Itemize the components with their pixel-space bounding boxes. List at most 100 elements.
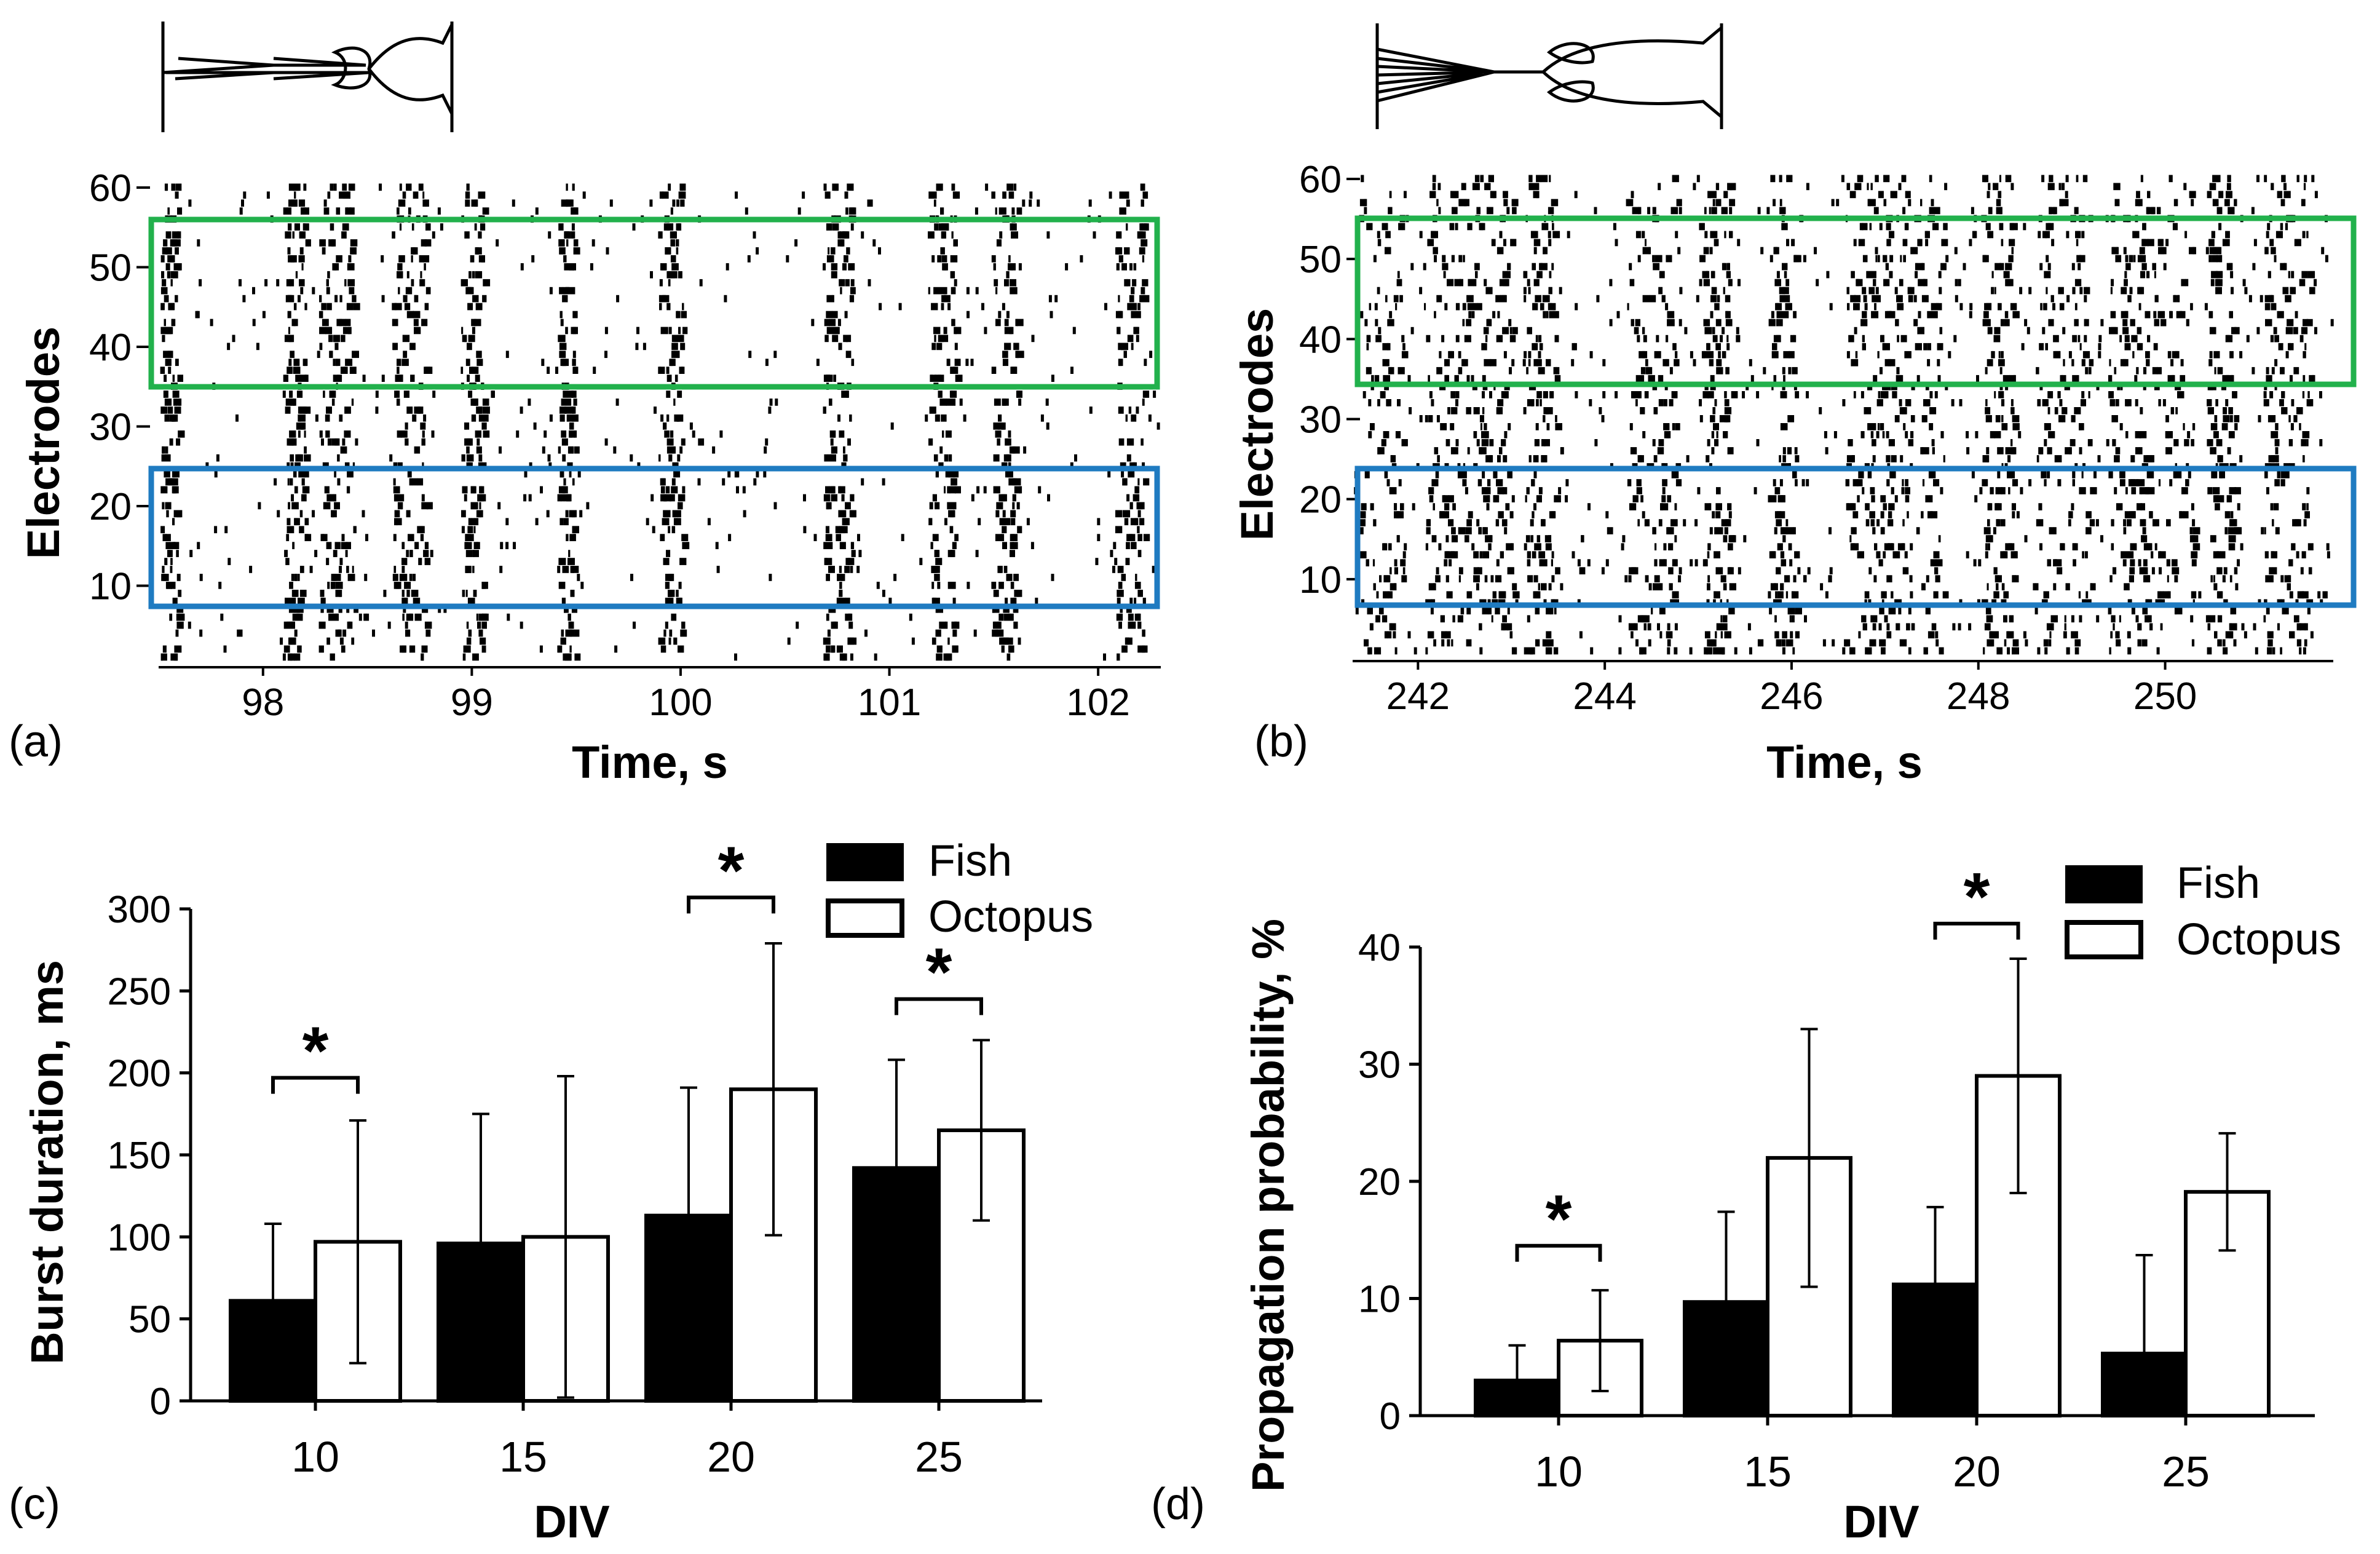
spike-mark [1451,407,1458,414]
spike-mark [2028,479,2032,486]
spike-mark [1129,597,1133,605]
spike-mark [1445,631,1451,639]
spike-mark [727,470,731,478]
spike-mark [2307,543,2314,550]
spike-mark [2303,647,2306,655]
spike-mark [2225,399,2229,406]
spike-mark [1609,319,1613,327]
spike-mark [171,478,178,486]
spike-mark [1444,559,1448,566]
spike-mark [2267,271,2271,279]
spike-mark [301,494,307,502]
spike-mark [1389,487,1397,494]
fish-bar [437,1242,525,1403]
spike-mark [440,223,443,231]
spike-mark [2064,615,2066,623]
spike-mark [1760,247,1764,255]
spike-mark [168,367,172,374]
spike-mark [305,239,309,247]
spike-mark [2047,391,2054,398]
spike-mark [177,613,185,621]
spike-mark [167,406,173,414]
spike-mark [826,574,830,581]
spike-mark [1524,295,1527,303]
spike-mark [1638,207,1642,215]
spike-mark [2192,527,2200,534]
spike-mark [1667,647,1670,655]
spike-mark [392,574,398,581]
spike-mark [2282,607,2289,615]
spike-mark [235,414,239,422]
spike-mark [379,183,382,191]
spike-mark [1715,199,1722,207]
spike-mark [1868,287,1875,295]
spike-mark [1858,631,1861,639]
spike-mark [1131,343,1134,351]
spike-mark [1551,559,1553,566]
spike-mark [237,629,240,637]
spike-mark [666,438,672,446]
spike-mark [2111,415,2118,422]
spike-mark [1637,615,1643,623]
spike-mark [1530,647,1533,655]
spike-mark [2074,647,2079,655]
spike-mark [1943,223,1948,231]
spike-mark [2190,303,2193,311]
spike-mark [1856,479,1863,486]
spike-mark [1426,335,1431,343]
spike-mark [1749,359,1752,367]
spike-mark [1722,327,1725,335]
spike-mark [283,621,288,629]
spike-mark [2109,399,2116,406]
spike-mark [1940,487,1943,494]
spike-mark [1998,199,2001,207]
spike-mark [2023,631,2026,639]
spike-mark [1693,359,1696,367]
spike-mark [2325,255,2328,263]
spike-mark [1398,479,1402,486]
spike-mark [2291,543,2296,550]
spike-mark [1929,423,1934,430]
x-tick-label: 102 [1066,681,1129,724]
spike-mark [1143,478,1150,486]
spike-mark [1530,535,1533,542]
spike-mark [1479,647,1483,655]
spike-mark [2020,487,2023,494]
spike-mark [326,303,332,311]
spike-mark [344,430,351,438]
spike-mark [2135,399,2138,406]
spike-mark [420,422,426,430]
spike-mark [1141,199,1144,207]
spike-mark [2074,207,2079,215]
spike-mark [1496,247,1504,255]
spike-mark [172,239,175,247]
spike-mark [2160,247,2167,255]
spike-mark [1791,239,1795,247]
spike-mark [1437,183,1441,191]
spike-mark [2234,527,2242,534]
spike-mark [1455,439,1459,446]
spike-mark [1488,543,1492,550]
spike-mark [1454,279,1461,287]
spike-mark [1853,543,1859,550]
spike-mark [1103,653,1106,661]
spike-mark [843,446,845,454]
spike-mark [1509,631,1513,639]
spike-mark [1988,183,1991,191]
spike-mark [467,375,470,382]
spike-mark [2216,591,2223,599]
spike-mark [2234,567,2238,574]
spike-mark [1549,391,1554,398]
spike-mark [1366,367,1372,375]
spike-mark [1890,191,1897,199]
spike-mark [572,478,575,486]
spike-mark [839,566,842,573]
spike-mark [1993,631,1999,639]
spike-mark [1703,319,1710,327]
spike-mark [2223,415,2230,422]
spike-mark [1884,311,1892,319]
spike-mark [1137,534,1142,541]
spike-mark [2043,303,2047,311]
spike-mark [421,494,425,502]
